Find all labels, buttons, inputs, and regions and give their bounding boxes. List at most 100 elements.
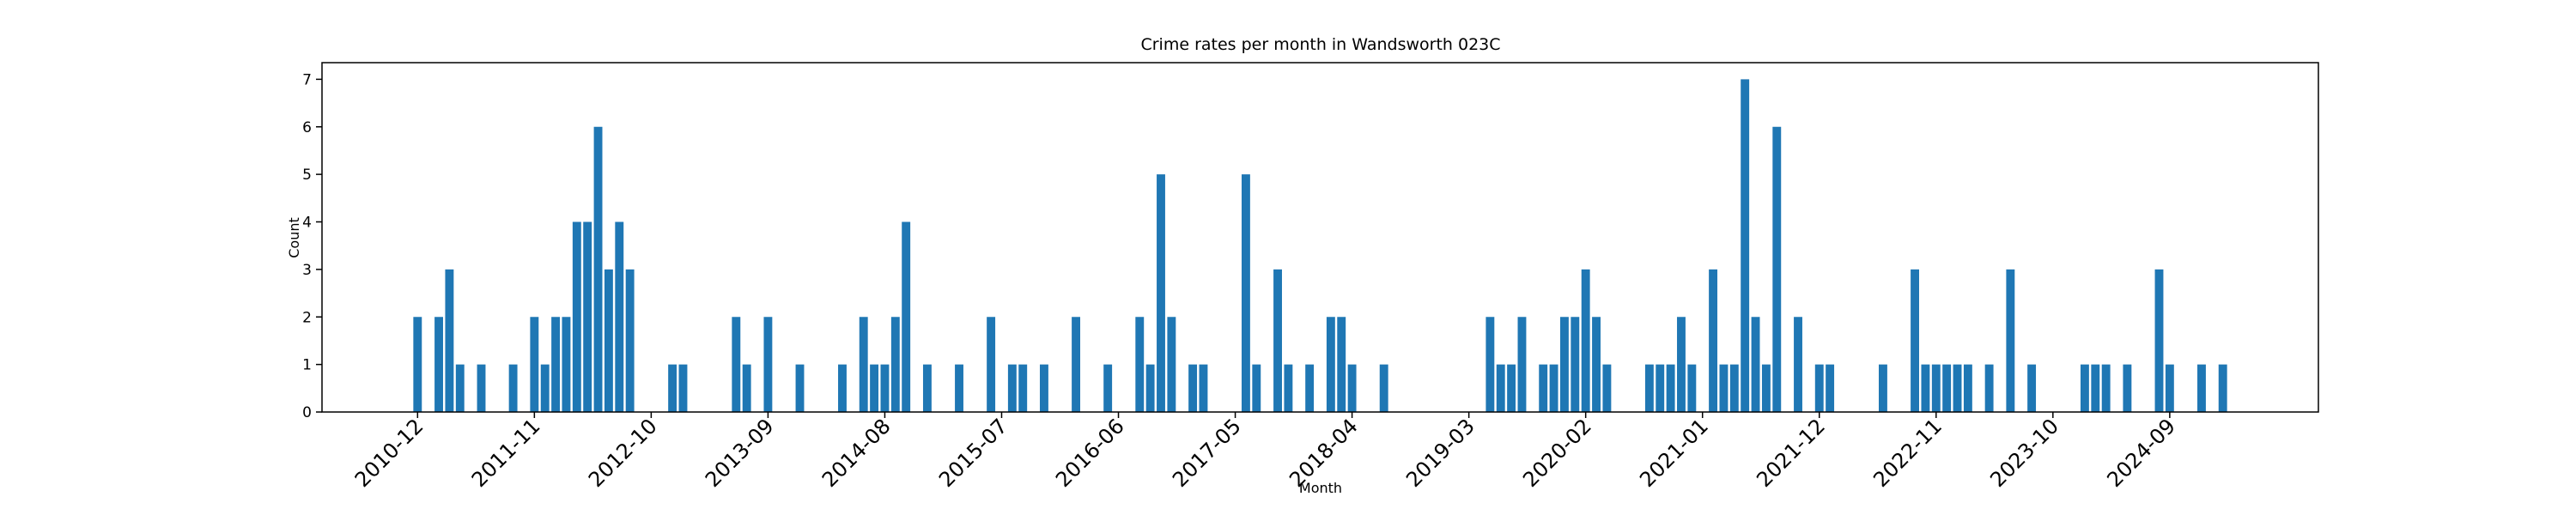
bar (1814, 364, 1824, 412)
x-tick-label: 2022-11 (1868, 414, 1947, 492)
bar (615, 221, 624, 412)
bar (1103, 364, 1113, 412)
x-tick-label: 2017-05 (1168, 414, 1246, 492)
bar (562, 317, 571, 412)
bar (1772, 126, 1782, 412)
bar (1666, 364, 1675, 412)
bar (530, 317, 539, 412)
bar (2080, 364, 2089, 412)
bar (1496, 364, 1505, 412)
bar (1072, 317, 1081, 412)
bar (1135, 317, 1145, 412)
bar (1794, 317, 1802, 412)
bar (795, 364, 805, 412)
bar (434, 317, 443, 412)
bar (678, 364, 688, 412)
bar (859, 317, 868, 412)
bar (1879, 364, 1887, 412)
x-tick-label: 2011-11 (467, 414, 545, 492)
bar (1931, 364, 1941, 412)
bar (1656, 364, 1665, 412)
bar (1007, 364, 1017, 412)
bar (668, 364, 677, 412)
x-tick-label: 2016-06 (1051, 414, 1129, 492)
y-tick-label: 6 (302, 119, 312, 136)
bar (1911, 269, 1919, 412)
bar (477, 364, 486, 412)
bar (1241, 174, 1250, 412)
bar (1602, 364, 1612, 412)
y-tick-label: 0 (302, 404, 312, 421)
x-tick-label: 2021-12 (1752, 414, 1830, 492)
bar (2027, 364, 2037, 412)
bar (2123, 364, 2132, 412)
bar (1252, 364, 1261, 412)
bar (604, 269, 613, 412)
bar (1379, 364, 1388, 412)
bar (2101, 364, 2111, 412)
bar (1921, 364, 1930, 412)
bar (1709, 269, 1718, 412)
bar (1719, 364, 1728, 412)
bar (1305, 364, 1315, 412)
bar (838, 364, 847, 412)
bar (508, 364, 518, 412)
bar (1549, 364, 1558, 412)
bar (625, 269, 635, 412)
bar (902, 221, 911, 412)
x-tick-label: 2024-09 (2102, 414, 2180, 492)
x-tick-label: 2010-12 (350, 414, 428, 492)
bar (540, 364, 550, 412)
bar (1273, 269, 1282, 412)
bar (1644, 364, 1654, 412)
x-tick-label: 2021-01 (1635, 414, 1713, 492)
bar (763, 317, 773, 412)
bar (551, 317, 561, 412)
bar (1942, 364, 1952, 412)
bar (1167, 317, 1176, 412)
bar (1677, 317, 1686, 412)
y-tick-label: 4 (302, 215, 312, 232)
bar (445, 269, 454, 412)
bar (1347, 364, 1357, 412)
bar (1284, 364, 1293, 412)
x-axis-label: Month (1299, 480, 1342, 496)
bar (1963, 364, 1972, 412)
plot-frame (321, 62, 2319, 413)
bar (1571, 317, 1580, 412)
bar (870, 364, 879, 412)
bar (1188, 364, 1198, 412)
bar (1984, 364, 1994, 412)
bar (1517, 317, 1527, 412)
bar (1157, 174, 1165, 412)
bar (2006, 269, 2015, 412)
x-tick-label: 2014-08 (817, 414, 896, 492)
bar (955, 364, 963, 412)
x-tick-label: 2012-10 (584, 414, 662, 492)
bar (890, 317, 900, 412)
x-tick-label: 2020-02 (1518, 414, 1596, 492)
y-tick-label: 1 (302, 357, 312, 374)
bar (455, 364, 465, 412)
x-tick-label: 2023-10 (1985, 414, 2063, 492)
bar (1741, 79, 1750, 412)
bar (1761, 364, 1771, 412)
y-axis-label: Count (286, 217, 302, 258)
bar (742, 364, 751, 412)
x-tick-label: 2015-07 (934, 414, 1012, 492)
bar (1539, 364, 1548, 412)
bar (1687, 364, 1697, 412)
bar (2197, 364, 2206, 412)
bar (1145, 364, 1155, 412)
bar (593, 126, 603, 412)
y-tick-label: 2 (302, 309, 312, 326)
y-tick-label: 3 (302, 262, 312, 279)
x-tick-label: 2019-03 (1401, 414, 1479, 492)
bar (1581, 269, 1590, 412)
bar (1751, 317, 1760, 412)
bar (1199, 364, 1208, 412)
bar (1592, 317, 1601, 412)
bar (2091, 364, 2100, 412)
